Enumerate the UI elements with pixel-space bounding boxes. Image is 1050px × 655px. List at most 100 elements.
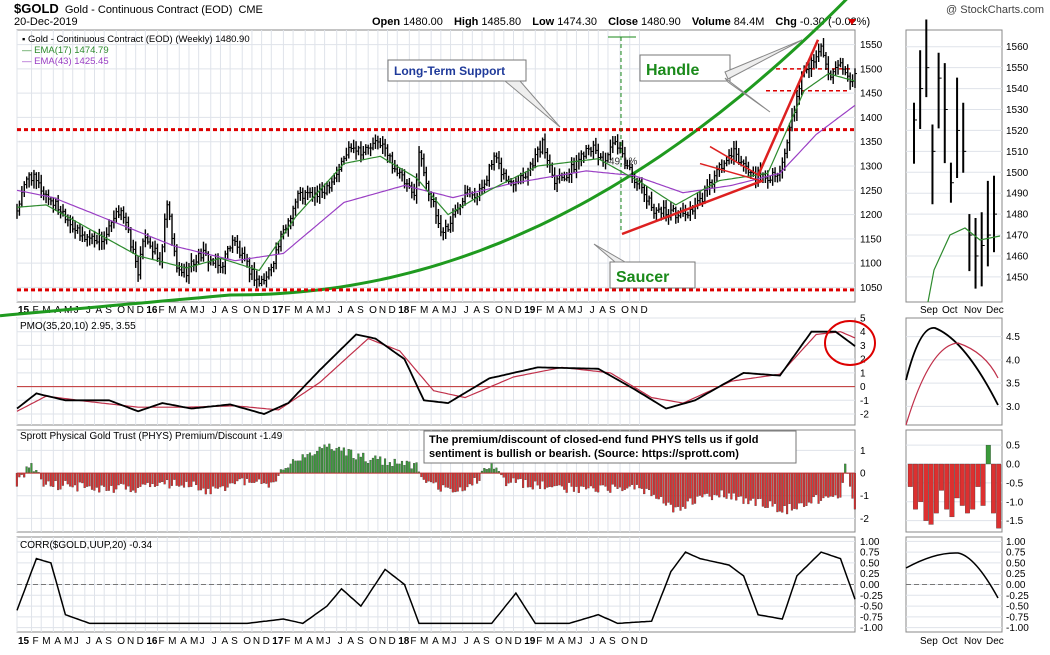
inset-price-tick-label: 1530 xyxy=(1006,105,1029,116)
ema17-line xyxy=(16,73,856,272)
phys-bar xyxy=(173,472,176,480)
phys-bar xyxy=(100,472,103,486)
phys-bar xyxy=(149,472,152,488)
phys-bar xyxy=(652,472,655,495)
x-axis-label: O xyxy=(495,636,503,647)
x-axis-label: A xyxy=(221,305,228,316)
phys-bar xyxy=(633,472,636,490)
phys-bar xyxy=(238,472,241,480)
phys-bar xyxy=(396,463,399,474)
phys-bar xyxy=(466,472,469,488)
x-axis-label: N xyxy=(505,636,512,647)
phys-bar xyxy=(476,472,479,484)
phys-bar xyxy=(614,472,617,487)
phys-bar xyxy=(829,472,832,497)
price-tick-label: 1250 xyxy=(860,186,883,197)
phys-bar xyxy=(713,472,716,495)
phys-bar xyxy=(119,472,123,484)
inset-phys-bar xyxy=(975,463,981,487)
phys-bar xyxy=(832,472,835,497)
phys-note-line1: The premium/discount of closed-end fund … xyxy=(429,434,758,446)
x-axis-label: O xyxy=(495,305,503,316)
phys-bar xyxy=(691,472,694,505)
phys-bar xyxy=(383,458,387,474)
phys-bar xyxy=(488,468,491,474)
phys-bar xyxy=(364,461,367,474)
legend-text: EMA(43) 1425.45 xyxy=(34,56,108,67)
phys-bar xyxy=(337,446,341,474)
trendline-steep xyxy=(756,39,820,177)
x-axis-label: J xyxy=(464,305,469,316)
inset-corr-tick-label: -0.75 xyxy=(1006,612,1029,623)
phys-bar xyxy=(471,472,474,486)
phys-bar xyxy=(78,472,81,483)
phys-bar xyxy=(354,459,358,474)
phys-bar xyxy=(250,472,253,483)
phys-bar xyxy=(425,472,428,483)
phys-bar xyxy=(190,472,193,487)
phys-bar xyxy=(538,472,542,489)
x-axis-label: D xyxy=(640,636,647,647)
phys-bar xyxy=(69,472,72,487)
phys-bar xyxy=(403,465,406,474)
inset-corr-tick-label: 0.25 xyxy=(1006,569,1026,580)
x-axis-label: A xyxy=(473,636,480,647)
phys-bar xyxy=(313,454,316,474)
phys-bar xyxy=(335,448,338,474)
phys-bar xyxy=(265,472,268,484)
phys-bar xyxy=(146,472,149,483)
x-axis-label: 17 xyxy=(272,305,284,316)
phys-bar xyxy=(601,472,605,486)
phys-bar xyxy=(161,472,164,483)
phys-bar xyxy=(502,472,505,478)
inset-pmo-tick-label: 3.5 xyxy=(1006,379,1020,390)
phys-bar xyxy=(824,472,827,497)
x-axis-label: M xyxy=(546,305,554,316)
phys-bar xyxy=(258,472,261,480)
phys-bar xyxy=(245,472,249,479)
corr-tick-label: 1.00 xyxy=(860,537,880,548)
price-tick-label: 1350 xyxy=(860,137,883,148)
legend-text: EMA(17) 1474.79 xyxy=(34,45,108,56)
corr-tick-label: 0.25 xyxy=(860,569,880,580)
inset-phys-tick-label: -1.5 xyxy=(1006,516,1024,527)
x-axis-label: S xyxy=(231,305,238,316)
phys-bar xyxy=(88,472,91,487)
inset-phys-bar xyxy=(928,463,934,525)
phys-bar xyxy=(42,472,45,487)
corr-tick-label: 0.00 xyxy=(860,580,880,591)
inset-phys-bar xyxy=(923,463,929,521)
phys-bar xyxy=(209,472,212,495)
phys-bar xyxy=(725,472,728,499)
inset-phys-bar xyxy=(996,463,1002,529)
phys-bar xyxy=(684,472,687,509)
legend-entry: — EMA(43) 1425.45 xyxy=(22,56,109,67)
phys-bar xyxy=(294,460,297,474)
phys-bar xyxy=(291,459,295,474)
phys-bar xyxy=(822,472,825,499)
phys-bar xyxy=(289,463,292,474)
phys-bar xyxy=(553,472,556,487)
handle-label: Handle xyxy=(646,62,699,79)
phys-bar xyxy=(279,469,282,474)
phys-bar xyxy=(597,472,600,493)
x-axis-label: A xyxy=(96,305,103,316)
phys-bar xyxy=(248,472,251,483)
phys-bar xyxy=(565,472,568,493)
phys-bar xyxy=(323,444,326,474)
phys-bar xyxy=(386,465,389,474)
phys-bar xyxy=(478,472,481,481)
x-axis-label: 15 xyxy=(18,636,30,647)
phys-bar xyxy=(367,463,370,474)
x-axis-label: J xyxy=(452,305,457,316)
phys-bar xyxy=(517,472,520,480)
price-tick-label: 1500 xyxy=(860,64,883,75)
phys-bar xyxy=(44,472,48,485)
corr-tick-label: -0.50 xyxy=(860,602,883,613)
x-axis-label: M xyxy=(190,636,198,647)
phys-bar xyxy=(446,472,450,488)
phys-title: Sprott Physical Gold Trust (PHYS) Premiu… xyxy=(20,431,283,442)
price-tick-label: 1550 xyxy=(860,40,883,51)
phys-bar xyxy=(103,472,106,487)
phys-tick-label: -2 xyxy=(860,514,869,525)
